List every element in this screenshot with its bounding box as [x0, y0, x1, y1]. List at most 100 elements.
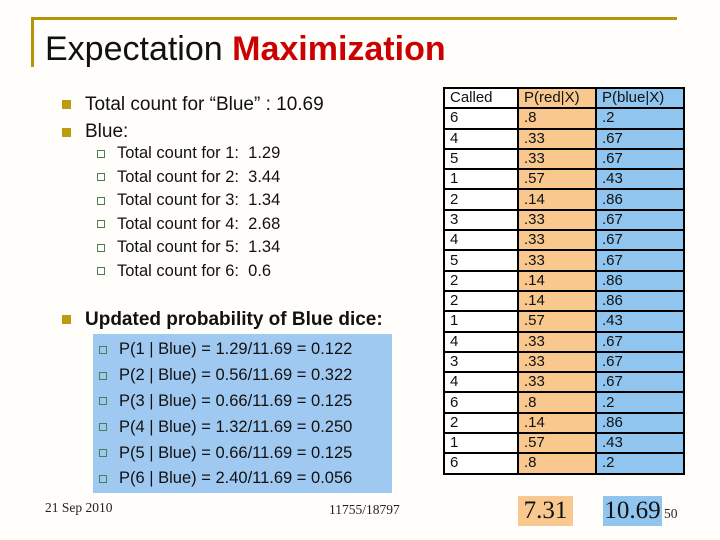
- table-row: 2 .14 .86: [443, 411, 685, 435]
- count-line: Total count for 5: 1.34: [117, 238, 281, 257]
- cell-p-blue: .67: [595, 249, 685, 272]
- probability-line: P(6 | Blue) = 2.40/11.69 = 0.056: [119, 469, 353, 488]
- list-item: Total count for 2: 3.44: [97, 166, 280, 190]
- list-item: Total count for 4: 2.68: [97, 213, 280, 237]
- title-maximization: Maximization: [232, 30, 446, 68]
- footer-course-number: 11755/18797: [329, 502, 400, 517]
- list-item: Total count for 1: 1.29: [97, 142, 280, 166]
- slide-number: 50: [664, 506, 678, 521]
- cell-p-blue: .2: [595, 107, 685, 130]
- cell-called: 6: [443, 452, 519, 475]
- probability-line: P(3 | Blue) = 0.66/11.69 = 0.125: [119, 391, 353, 410]
- cell-p-blue: .67: [595, 371, 685, 394]
- cell-p-red: .33: [517, 127, 597, 150]
- cell-p-blue: .67: [595, 147, 685, 171]
- left-gold-rule: [31, 17, 34, 67]
- table-row: 1 .57 .43: [443, 310, 685, 333]
- list-item: P(6 | Blue) = 2.40/11.69 = 0.056: [93, 466, 392, 492]
- cell-p-red: .8: [517, 107, 597, 130]
- sub-bullet-square-icon: [99, 449, 107, 458]
- list-item: Total count for 5: 1.34: [97, 236, 280, 260]
- top-bullet-list: Total count for “Blue” : 10.69 Blue:: [62, 91, 324, 146]
- bullet-square-icon: [62, 100, 71, 110]
- sub-bullet-square-icon: [97, 173, 105, 182]
- sub-bullet-square-icon: [99, 345, 107, 354]
- count-line: Total count for 2: 3.44: [117, 167, 281, 186]
- updated-bullet: Updated probability of Blue dice:: [62, 306, 383, 334]
- cell-called: 6: [443, 107, 519, 130]
- title-expectation: Expectation: [45, 30, 233, 68]
- table-row: 4 .33 .67: [443, 371, 685, 394]
- table-row: 4 .33 .67: [443, 330, 685, 353]
- list-item: P(4 | Blue) = 1.32/11.69 = 0.250: [93, 414, 392, 440]
- cell-p-blue: .43: [595, 432, 685, 455]
- cell-p-red: .57: [517, 168, 597, 191]
- count-line: Total count for 4: 2.68: [117, 214, 281, 233]
- posterior-table: Called P(red|X) P(blue|X) 6 .8 .2 4 .33 …: [443, 86, 685, 475]
- cell-p-blue: .2: [595, 391, 685, 414]
- red-total-badge: 7.31: [518, 496, 573, 526]
- count-line: Total count for 1: 1.29: [117, 144, 281, 163]
- cell-called: 2: [443, 269, 519, 292]
- sub-bullet-square-icon: [97, 149, 105, 158]
- cell-p-red: .14: [517, 188, 597, 211]
- table-row: 5 .33 .67: [443, 147, 685, 171]
- sub-bullet-square-icon: [97, 196, 105, 205]
- cell-p-red: .57: [517, 310, 597, 333]
- cell-p-red: .33: [517, 229, 597, 252]
- probability-line: P(1 | Blue) = 1.29/11.69 = 0.122: [119, 340, 353, 359]
- header-called: Called: [443, 86, 519, 110]
- table-row: 1 .57 .43: [443, 168, 685, 191]
- sub-bullet-square-icon: [97, 243, 105, 252]
- cell-p-red: .14: [517, 411, 597, 435]
- probability-highlight-block: P(1 | Blue) = 1.29/11.69 = 0.122 P(2 | B…: [93, 334, 392, 493]
- cell-p-red: .14: [517, 269, 597, 292]
- list-item: Blue:: [62, 119, 324, 147]
- cell-p-red: .8: [517, 391, 597, 414]
- cell-called: 6: [443, 391, 519, 414]
- bullet-square-icon: [62, 315, 71, 325]
- cell-p-blue: .67: [595, 330, 685, 353]
- blue-total-badge: 10.69: [603, 496, 662, 526]
- cell-p-blue: .86: [595, 269, 685, 292]
- total-count-blue-line: Total count for “Blue” : 10.69: [85, 93, 324, 115]
- table-row: 1 .57 .43: [443, 432, 685, 455]
- table-row: 2 .14 .86: [443, 188, 685, 211]
- cell-p-red: .33: [517, 208, 597, 232]
- table-row: 6 .8 .2: [443, 391, 685, 414]
- list-item: P(5 | Blue) = 0.66/11.69 = 0.125: [93, 440, 392, 466]
- table-header: Called P(red|X) P(blue|X): [443, 86, 685, 110]
- table-row: 4 .33 .67: [443, 229, 685, 252]
- cell-p-blue: .67: [595, 350, 685, 374]
- sub-bullet-square-icon: [99, 423, 107, 432]
- cell-p-red: .8: [517, 452, 597, 475]
- cell-called: 1: [443, 310, 519, 333]
- cell-called: 5: [443, 249, 519, 272]
- cell-p-red: .33: [517, 330, 597, 353]
- cell-called: 1: [443, 168, 519, 191]
- cell-called: 5: [443, 147, 519, 171]
- bullet-square-icon: [62, 127, 71, 137]
- cell-p-red: .33: [517, 371, 597, 394]
- list-item: Total count for 6: 0.6: [97, 260, 280, 284]
- header-p-blue: P(blue|X): [595, 86, 685, 110]
- probability-line: P(2 | Blue) = 0.56/11.69 = 0.322: [119, 366, 353, 385]
- table-header-row: Called P(red|X) P(blue|X): [443, 86, 685, 110]
- cell-p-red: .57: [517, 432, 597, 455]
- cell-p-blue: .67: [595, 208, 685, 232]
- cell-p-red: .33: [517, 249, 597, 272]
- table-row: 3 .33 .67: [443, 350, 685, 374]
- list-item: P(1 | Blue) = 1.29/11.69 = 0.122: [93, 337, 392, 363]
- probability-line: P(5 | Blue) = 0.66/11.69 = 0.125: [119, 443, 353, 462]
- cell-p-blue: .86: [595, 411, 685, 435]
- cell-called: 3: [443, 208, 519, 232]
- table-body: 6 .8 .2 4 .33 .67 5 .33 .67 1 .57 .43 2 …: [443, 107, 685, 475]
- sub-bullet-square-icon: [99, 371, 107, 380]
- count-line: Total count for 6: 0.6: [117, 261, 272, 280]
- table-row: 2 .14 .86: [443, 269, 685, 292]
- blue-label-line: Blue:: [85, 121, 129, 143]
- top-gold-rule: [31, 17, 677, 20]
- cell-p-blue: .43: [595, 168, 685, 191]
- probability-line: P(4 | Blue) = 1.32/11.69 = 0.250: [119, 417, 353, 436]
